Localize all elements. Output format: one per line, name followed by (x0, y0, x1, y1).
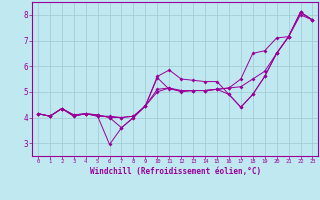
X-axis label: Windchill (Refroidissement éolien,°C): Windchill (Refroidissement éolien,°C) (90, 167, 261, 176)
